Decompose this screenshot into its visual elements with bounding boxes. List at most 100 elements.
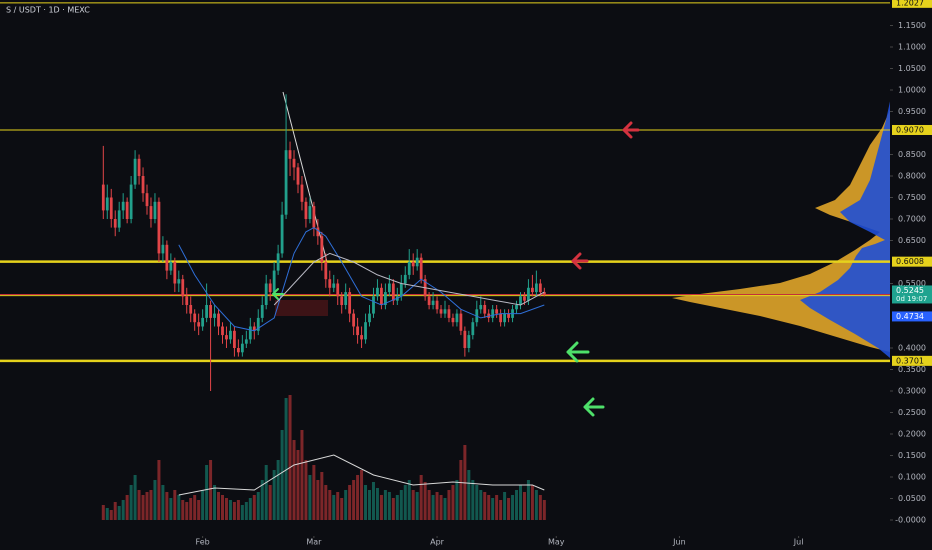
candle-body [288,150,292,159]
candle-body [161,244,165,254]
volume-bar [328,490,332,520]
x-tick-label: Jun [672,538,686,547]
candle-body [344,292,348,305]
candle-body [209,304,212,318]
volume-bar [284,398,288,520]
arrows [272,121,640,417]
candle-body [300,184,304,202]
volume-bar [439,495,443,520]
volume-bar [145,492,149,520]
candle-body [284,150,288,215]
volume-bar [455,480,459,520]
candle-body [407,261,411,275]
price-tag [892,124,932,135]
volume-bar [411,490,415,520]
volume-bar [443,498,447,520]
y-tick-label: 0.8500 [898,150,926,159]
volume-bar [530,485,534,520]
volume-bar [447,490,451,520]
candle-body [491,309,495,318]
volume-bar [340,498,344,520]
volume-bar [224,498,228,520]
candle-body [519,296,522,305]
volume-bar [375,488,379,520]
price-tag [892,285,932,304]
volume-bar [459,460,463,520]
volume-bar [491,498,495,520]
volume-bar [201,490,205,520]
volume-bar [515,490,519,520]
price-tag-label: 0.9070 [896,125,924,134]
volume-bar [542,500,546,520]
volume-bar [403,485,407,520]
candle-body [364,322,367,340]
x-tick-label: Apr [430,538,445,547]
volume-bar [185,502,189,520]
candle-body [451,317,455,323]
x-tick-label: Mar [306,538,322,547]
countdown: 0d 19:07 [896,295,927,303]
volume-bar [165,492,169,520]
volume-bar [221,495,224,520]
y-tick-label: 0.2500 [898,408,926,417]
candle-body [312,206,316,228]
volume-bar [518,485,522,520]
y-tick-label: 0.6500 [898,236,926,245]
volume-bar [141,495,145,520]
volume-bar [451,485,455,520]
y-tick-label: 1.0500 [898,64,926,73]
x-tick-label: Feb [196,538,210,547]
candle-body [181,279,185,297]
candle-body [542,292,546,295]
candle-body [217,313,220,327]
line [273,252,545,306]
volume-bar [379,495,383,520]
y-tick-label: 0.5500 [898,279,926,288]
volume-bar [352,480,356,520]
candle-body [105,197,109,211]
y-tick-label: 0.1500 [898,451,926,460]
volume-bar [316,480,320,520]
volume-bar [232,502,236,520]
volume-profile [672,92,892,358]
volume-bar [499,500,503,520]
candle-body [244,339,248,344]
candle-body [527,287,530,301]
arrow [272,288,284,300]
candle-body [463,330,467,348]
y-tick-label: 1.1500 [898,21,926,30]
candle-body [153,201,157,219]
price-tag-label: 0.5245 [896,286,924,295]
volume-bar [534,490,538,520]
price-tag-label: 1.2027 [896,0,924,7]
volume-bar [479,490,483,520]
candle-body [324,261,328,280]
candle-body [467,335,471,348]
candle-body [443,309,447,314]
candle-body [145,193,149,207]
candle-body [435,300,439,310]
candle-body [376,287,379,297]
volume-bar [320,472,324,520]
volume-bar [272,470,276,520]
candle-body [455,313,459,323]
candle-body [129,184,133,219]
volume-bar [419,475,423,520]
volume-bar [236,500,240,520]
price-tag-label: 0.6008 [896,257,924,266]
volume-bar [197,500,201,520]
candle-body [240,343,244,353]
volume-bar [268,485,272,520]
candle-body [185,296,189,305]
volume-bar [288,395,292,520]
volume-bar [213,485,217,520]
candle-body [157,201,161,254]
price-tag-label: 0.3701 [896,356,924,365]
volume-bar [109,510,113,520]
candle-body [256,317,260,331]
candle-body [252,326,256,331]
volume-bar [137,490,141,520]
zone [275,300,328,316]
volume-bar [181,500,185,520]
candle-body [328,279,332,288]
